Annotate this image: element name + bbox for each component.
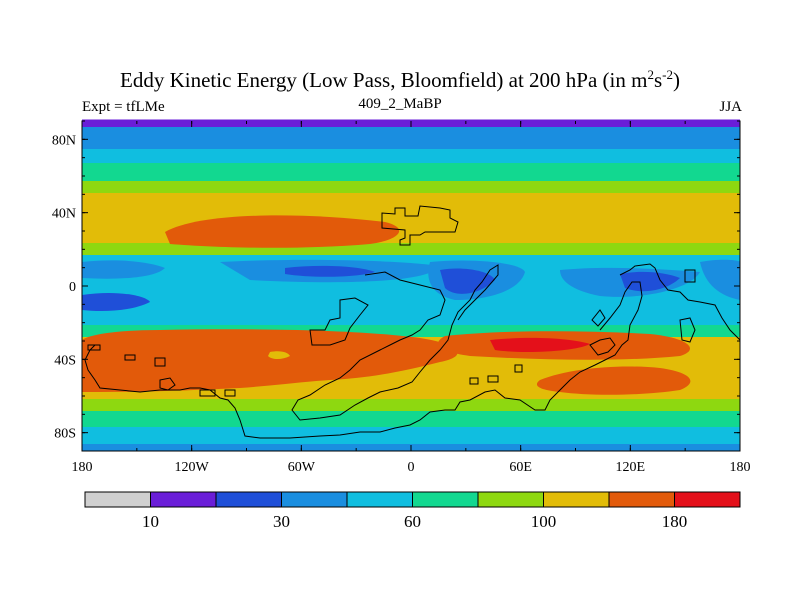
colorbar-swatch — [150, 491, 217, 508]
lat-tick-label: 80N — [52, 133, 76, 148]
eq-lobe-4 — [285, 265, 375, 277]
jet-north-orange — [165, 215, 400, 248]
coastline-island-7 — [154, 357, 166, 367]
colorbar-label: 60 — [404, 512, 421, 531]
coastline-australia-north — [619, 263, 740, 341]
jet-south-orange-west — [82, 329, 458, 392]
lat-tick-label: 80S — [54, 427, 76, 442]
coastline-island-4 — [199, 389, 216, 397]
lat-tick-label: 40N — [52, 207, 76, 222]
lon-tick-label: 180 — [730, 460, 751, 475]
coastline-island-2 — [679, 317, 696, 343]
filled-contour-field — [82, 121, 740, 451]
colorbar-label: 30 — [273, 512, 290, 531]
coastlines — [84, 205, 740, 439]
coastline-island-3 — [159, 377, 176, 391]
jet-south-red-core — [490, 337, 590, 352]
band-80n — [82, 127, 740, 149]
eq-lobe-1 — [82, 260, 165, 279]
lat-tick-label: 0 — [69, 280, 76, 295]
coastline-bulge — [309, 297, 369, 346]
season-label: JJA — [719, 99, 742, 115]
coastline-island-1 — [589, 337, 616, 356]
colorbar-swatch — [477, 491, 544, 508]
colorbar-swatch — [608, 491, 675, 508]
colorbar: 10 30 60 100 180 — [84, 491, 741, 531]
band-60n — [82, 163, 740, 181]
lat-tick-label: 40S — [54, 353, 76, 368]
colorbar-label: 10 — [142, 512, 159, 531]
colorbar-swatch — [543, 491, 610, 508]
eq-lobe-6 — [440, 268, 495, 294]
lon-tick-label: 0 — [408, 460, 415, 475]
lon-tick-label: 180 — [72, 460, 93, 475]
coastline-island-8 — [487, 375, 499, 383]
band-20n — [82, 243, 740, 255]
coastline-island-12 — [591, 309, 606, 327]
latitude-axis: 80N 40N 0 40S 80S — [52, 120, 740, 452]
band-60s — [82, 399, 740, 411]
map-title: Eddy Kinetic Energy (Low Pass, Bloomfiel… — [120, 67, 680, 92]
band-70s — [82, 411, 740, 427]
colorbar-swatch — [412, 491, 479, 508]
colorbar-swatch — [281, 491, 348, 508]
case-id-label: 409_2_MaBP — [358, 96, 442, 112]
coastline-island-9 — [469, 377, 479, 385]
lon-tick-label: 60E — [509, 460, 532, 475]
coastline-europe — [381, 205, 459, 246]
lon-tick-label: 120E — [616, 460, 646, 475]
colorbar-label: 180 — [662, 512, 688, 531]
coastline-island-10 — [514, 364, 523, 373]
coastline-africa — [291, 264, 499, 421]
coastline-island-5 — [224, 389, 236, 397]
band-70n — [82, 149, 740, 163]
longitude-axis: 180 120W 60W 0 60E 120E 180 — [72, 121, 751, 475]
coastline-island-11 — [87, 344, 101, 351]
coastline-island-13 — [684, 269, 696, 283]
coastline-south — [84, 281, 643, 439]
colorbar-swatch — [84, 491, 151, 508]
jet-south-orange-indian — [536, 366, 691, 395]
eq-lobe-9 — [700, 259, 740, 300]
colorbar-swatch — [215, 491, 282, 508]
band-50n — [82, 181, 740, 193]
colorbar-swatch — [346, 491, 413, 508]
colorbar-label: 100 — [531, 512, 557, 531]
eq-lobe-2 — [82, 292, 150, 312]
jet-south-yellow-spot — [268, 351, 290, 359]
experiment-label: Expt = tfLMe — [82, 99, 165, 115]
colorbar-swatch — [674, 491, 741, 508]
lon-tick-label: 60W — [288, 460, 316, 475]
coastline-island-6 — [124, 354, 136, 361]
lon-tick-label: 120W — [175, 460, 210, 475]
